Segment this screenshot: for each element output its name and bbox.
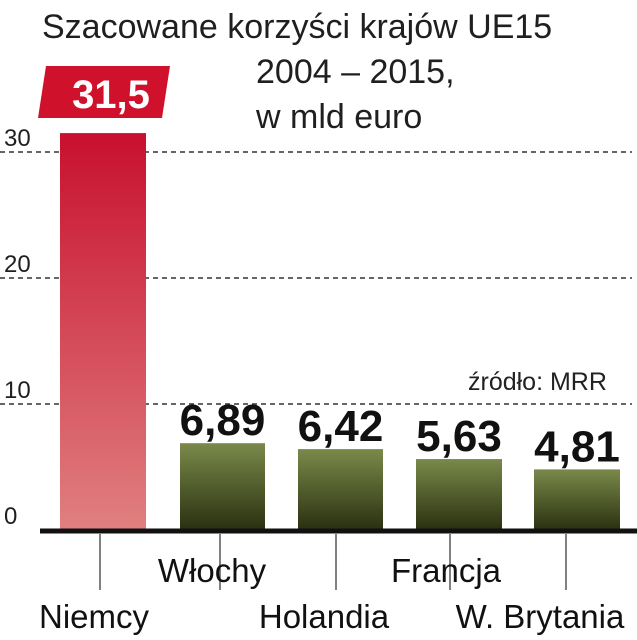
gridlines <box>0 151 632 405</box>
y-tick-label-10: 10 <box>4 377 31 404</box>
value-label-Niemcy: 31,5 <box>72 73 150 117</box>
bar-Holandia <box>298 449 383 530</box>
axes <box>40 528 637 590</box>
value-badge-Niemcy <box>38 66 170 118</box>
bars <box>60 133 620 530</box>
category-label-Francja: Francja <box>391 552 502 589</box>
category-label-Holandia: Holandia <box>259 598 390 635</box>
bar-Niemcy <box>60 133 146 530</box>
bar-Włochy <box>180 443 265 530</box>
value-label-Włochy: 6,89 <box>180 396 266 445</box>
value-label-Holandia: 6,42 <box>298 402 384 451</box>
source-note: źródło: MRR <box>468 368 607 396</box>
y-tick-label-20: 20 <box>4 251 31 278</box>
value-label-W. Brytania: 4,81 <box>534 422 620 471</box>
chart-title-line-1: Szacowane korzyści krajów UE15 <box>42 8 552 46</box>
y-tick-label-0: 0 <box>4 503 17 530</box>
y-tick-label-30: 30 <box>4 125 31 152</box>
category-label-Niemcy: Niemcy <box>39 598 150 635</box>
chart-title-line-2: 2004 – 2015, <box>256 53 455 91</box>
bar-W. Brytania <box>534 469 620 530</box>
chart-title-line-3: w mld euro <box>255 98 422 136</box>
category-label-Włochy: Włochy <box>158 552 267 589</box>
category-label-W. Brytania: W. Brytania <box>456 598 625 635</box>
bar-Francja <box>416 459 502 530</box>
value-label-Francja: 5,63 <box>416 412 502 461</box>
